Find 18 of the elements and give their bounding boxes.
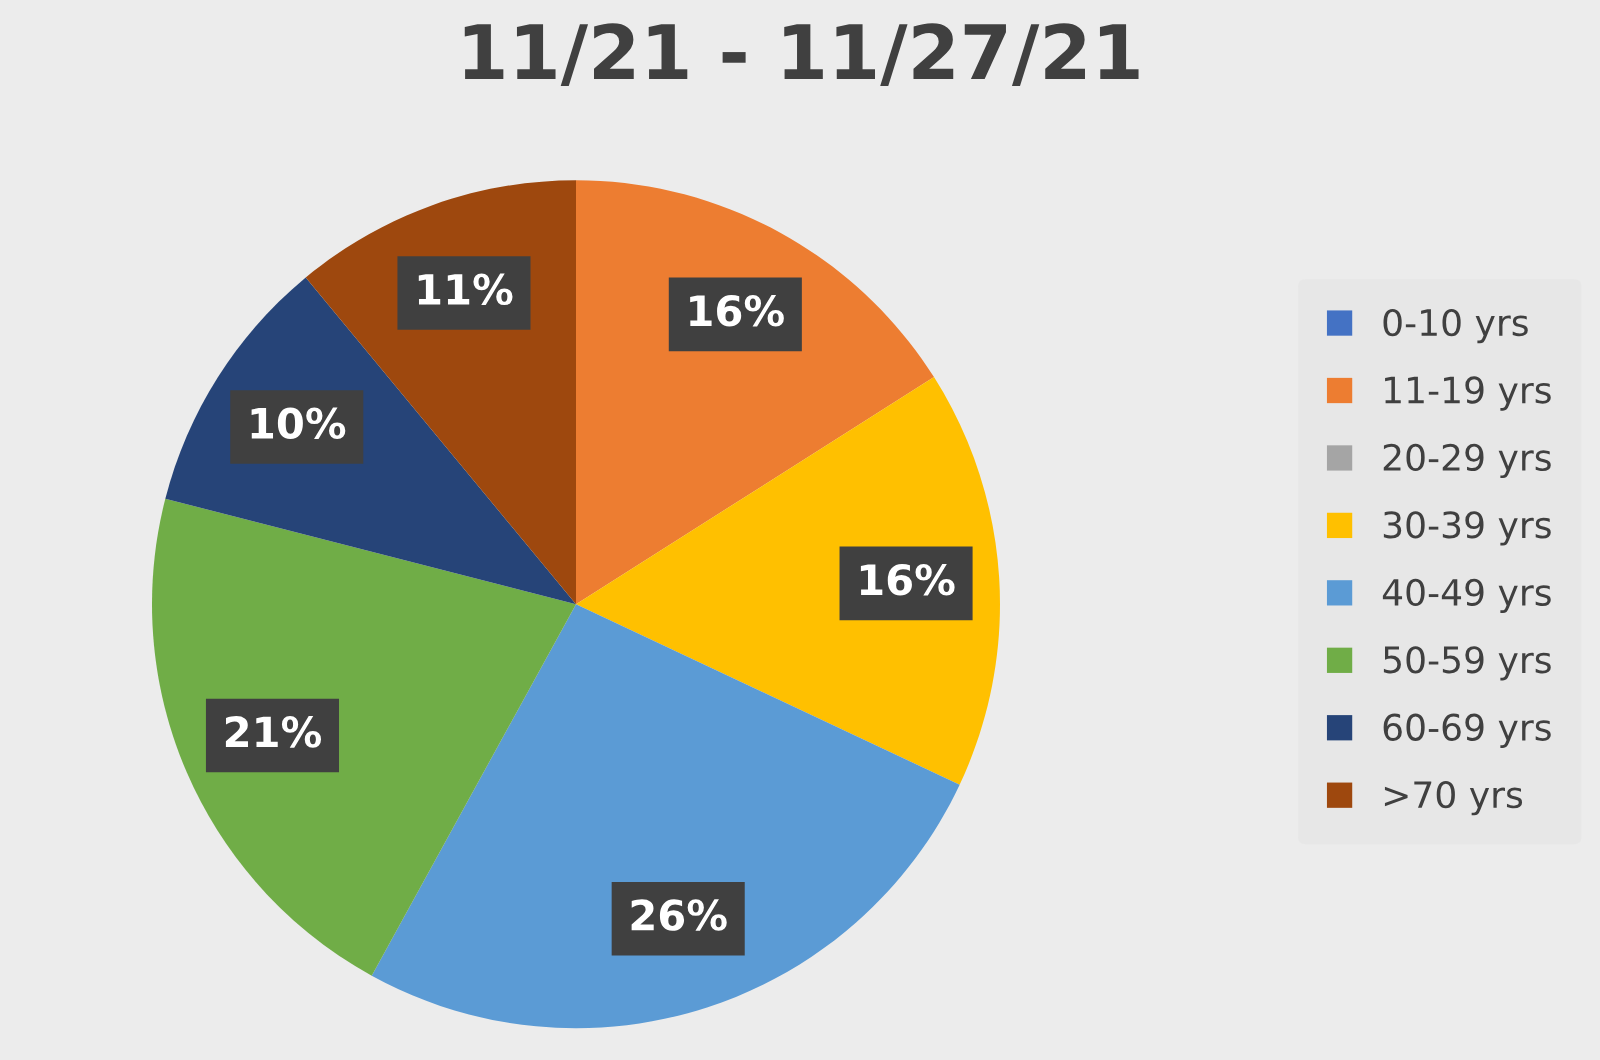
legend-label: 40-49 yrs [1382, 578, 1551, 613]
data-label: 16% [690, 294, 784, 327]
pie-slice [152, 498, 576, 976]
data-label: 16% [860, 564, 955, 596]
data-label: 21% [225, 716, 322, 748]
data-label: 11% [418, 273, 513, 306]
data-label: 10% [251, 407, 346, 440]
pie-slice [371, 604, 960, 1029]
legend-label: >70 yrs [1384, 781, 1523, 816]
legend-label: 30-39 yrs [1383, 511, 1551, 546]
legend-label: 11-19 yrs [1385, 376, 1551, 411]
legend-label: 60-69 yrs [1383, 713, 1551, 748]
pie-slice [576, 377, 1000, 785]
legend-label: 50-59 yrs [1383, 646, 1551, 681]
legend-label: 20-29 yrs [1383, 443, 1551, 479]
data-label: 26% [631, 899, 727, 931]
chart-title: 11/21 - 11/27/21 [464, 23, 1139, 86]
legend-label: 0-10 yrs [1383, 308, 1528, 344]
